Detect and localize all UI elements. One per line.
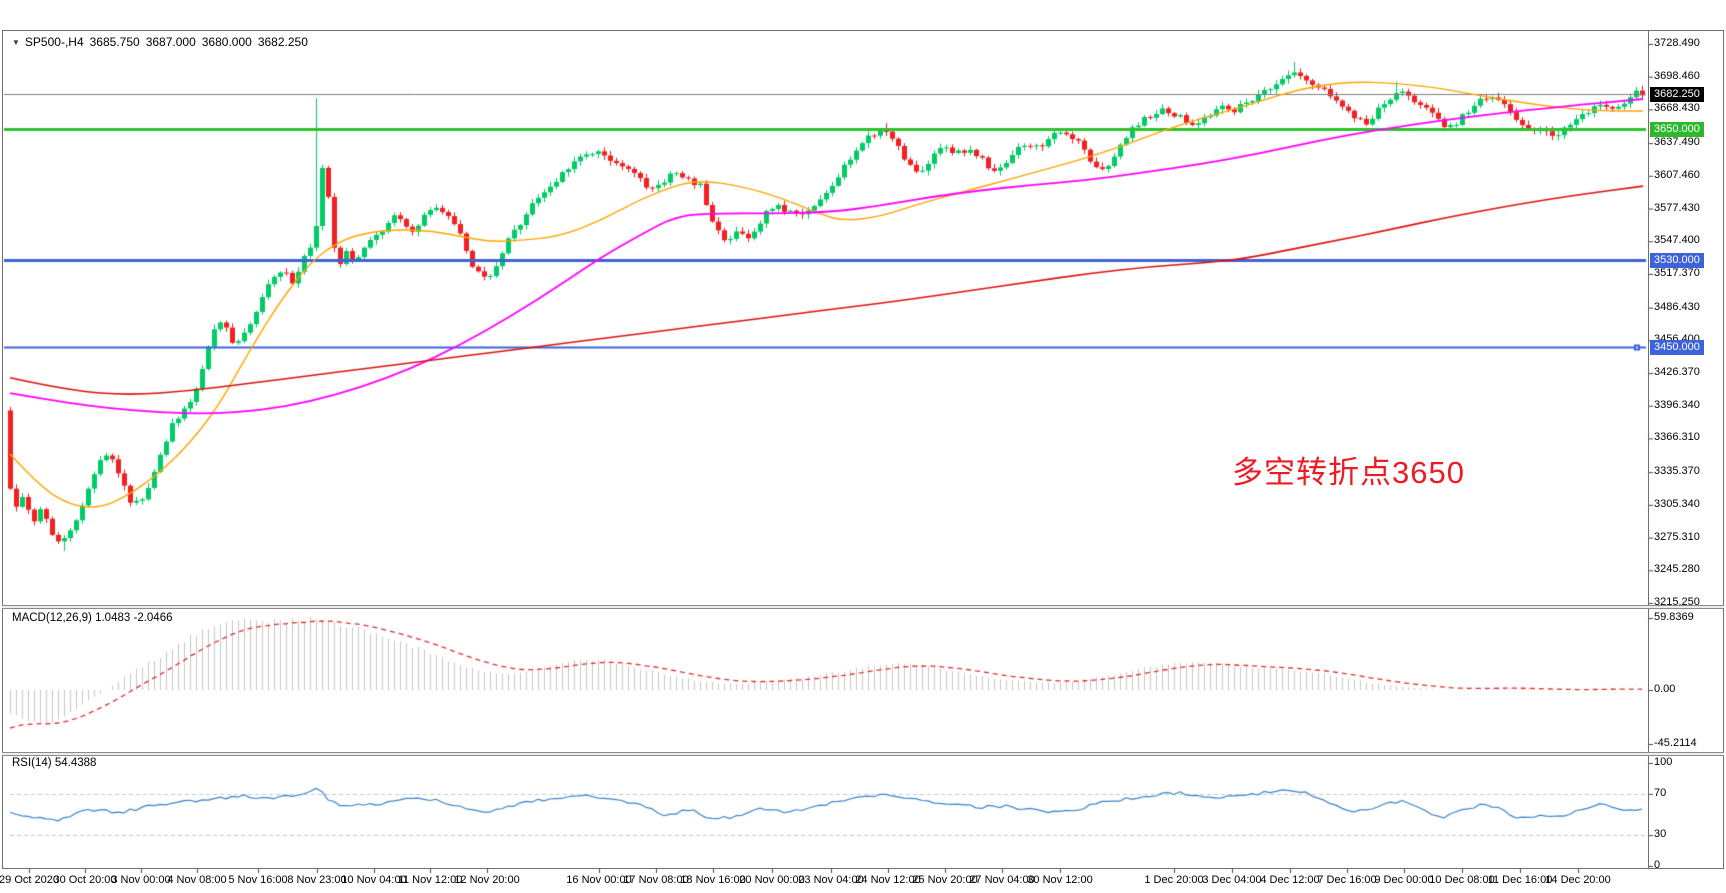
price-badge: 3530.000 bbox=[1650, 252, 1704, 268]
time-axis-label: 20 Nov 00:00 bbox=[739, 874, 805, 886]
price-badge: 3682.250 bbox=[1650, 86, 1704, 102]
time-axis-label: 18 Nov 16:00 bbox=[680, 874, 746, 886]
price-axis-label: 3396.340 bbox=[1654, 398, 1700, 411]
ohlc-high: 3687.000 bbox=[145, 35, 196, 49]
chart-title: ▼ SP500-,H4 3685.750 3687.000 3680.000 3682.2… bbox=[12, 35, 308, 49]
time-axis-label: 10 Dec 08:00 bbox=[1429, 874, 1495, 886]
time-axis-label: 30 Nov 12:00 bbox=[1027, 874, 1093, 886]
macd-label: MACD(12,26,9) 1.0483 -2.0466 bbox=[12, 612, 173, 624]
price-axis-label: 3577.430 bbox=[1654, 201, 1700, 214]
price-axis-label: 3275.310 bbox=[1654, 530, 1700, 543]
price-axis-label: 3245.280 bbox=[1654, 563, 1700, 576]
time-axis-label: 14 Dec 20:00 bbox=[1545, 874, 1611, 886]
ohlc-open: 3685.750 bbox=[89, 35, 140, 49]
rsi-axis-label: 0 bbox=[1654, 859, 1661, 871]
pane-border-top bbox=[2, 30, 1724, 31]
ohlc-close: 3682.250 bbox=[257, 35, 308, 49]
pane-divider-rsi[interactable] bbox=[2, 752, 1724, 756]
time-axis-label: 24 Nov 12:00 bbox=[855, 874, 921, 886]
time-axis-label: 4 Nov 08:00 bbox=[167, 874, 227, 886]
rsi-axis-label: 100 bbox=[1654, 756, 1673, 768]
time-axis-label: 3 Nov 00:00 bbox=[111, 874, 171, 886]
price-axis-label: 3215.250 bbox=[1654, 595, 1700, 608]
time-axis-label: 23 Nov 04:00 bbox=[798, 874, 864, 886]
symbol-dropdown-icon[interactable]: ▼ bbox=[12, 38, 20, 47]
pane-border-left bbox=[2, 30, 3, 868]
time-axis-label: 29 Oct 2020 bbox=[0, 874, 59, 886]
time-axis-label: 4 Dec 12:00 bbox=[1260, 874, 1320, 886]
rsi-axis-label: 30 bbox=[1654, 828, 1667, 841]
price-axis-label: 3547.400 bbox=[1654, 234, 1700, 247]
time-axis-label: 11 Dec 16:00 bbox=[1487, 874, 1553, 886]
macd-axis-label: -45.2114 bbox=[1654, 737, 1697, 749]
time-axis-label: 5 Nov 16:00 bbox=[228, 874, 288, 886]
price-axis-label: 3668.430 bbox=[1654, 102, 1700, 115]
time-axis-label: 8 Nov 23:00 bbox=[287, 874, 347, 886]
symbol-label: SP500-,H4 bbox=[24, 35, 84, 49]
time-axis-label: 3 Dec 04:00 bbox=[1202, 874, 1262, 886]
time-axis-label: 12 Nov 20:00 bbox=[454, 874, 520, 886]
time-axis-label: 9 Dec 00:00 bbox=[1374, 874, 1434, 886]
ohlc-low: 3680.000 bbox=[201, 35, 252, 49]
price-axis-label: 3305.340 bbox=[1654, 497, 1700, 510]
price-badge: 3650.000 bbox=[1650, 121, 1704, 137]
chart-text-annotation[interactable]: 多空转折点3650 bbox=[1232, 455, 1465, 490]
time-axis-label: 11 Nov 12:00 bbox=[397, 874, 463, 886]
macd-axis-label: 59.8369 bbox=[1654, 611, 1694, 623]
time-axis-label: 25 Nov 20:00 bbox=[912, 874, 978, 886]
price-axis-label: 3728.490 bbox=[1654, 37, 1700, 49]
time-axis-label: 17 Nov 08:00 bbox=[623, 874, 689, 886]
macd-axis-label: 0.00 bbox=[1654, 683, 1676, 695]
time-axis-label: 16 Nov 00:00 bbox=[566, 874, 632, 886]
price-badge: 3450.000 bbox=[1650, 339, 1704, 355]
price-axis-label: 3426.370 bbox=[1654, 366, 1700, 379]
pane-divider-macd[interactable] bbox=[2, 605, 1724, 609]
price-axis-label: 3366.310 bbox=[1654, 431, 1700, 444]
time-axis-label: 10 Nov 04:00 bbox=[341, 874, 407, 886]
time-axis-label: 7 Dec 16:00 bbox=[1317, 874, 1377, 886]
price-axis-label: 3607.460 bbox=[1654, 168, 1700, 181]
price-axis-line bbox=[1648, 30, 1649, 868]
price-axis-label: 3637.490 bbox=[1654, 136, 1700, 149]
pane-border-right bbox=[1723, 30, 1724, 868]
price-axis-label: 3698.460 bbox=[1654, 69, 1700, 82]
rsi-axis-label: 70 bbox=[1654, 786, 1667, 799]
time-axis-label: 27 Nov 04:00 bbox=[969, 874, 1035, 886]
time-axis-label: 1 Dec 20:00 bbox=[1144, 874, 1204, 886]
price-axis-label: 3486.430 bbox=[1654, 300, 1700, 313]
price-axis-label: 3517.370 bbox=[1654, 266, 1700, 279]
price-axis-label: 3335.370 bbox=[1654, 465, 1700, 478]
time-axis-label: 30 Oct 20:00 bbox=[53, 874, 117, 886]
pane-border-bottom bbox=[2, 868, 1724, 869]
rsi-label: RSI(14) 54.4388 bbox=[12, 757, 97, 769]
